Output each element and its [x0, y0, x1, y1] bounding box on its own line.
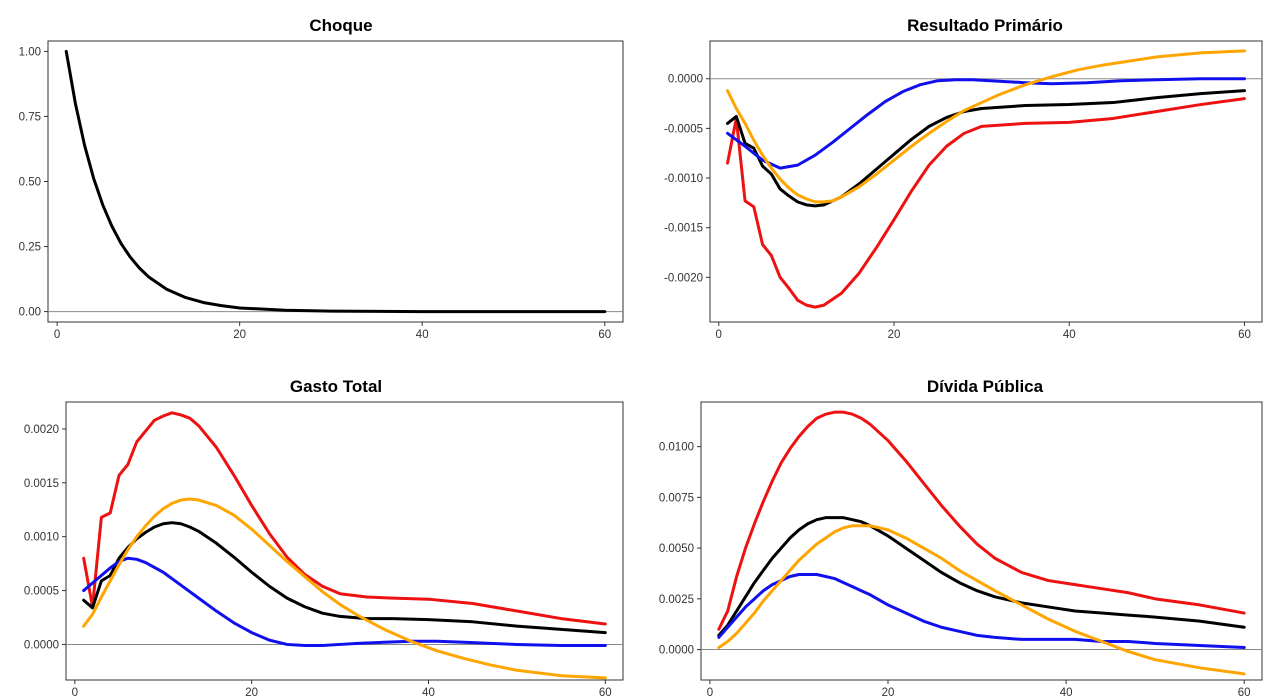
x-tick-label: 40: [422, 687, 435, 699]
y-tick-label: 0.0000: [668, 74, 703, 86]
series-line-black: [82, 521, 607, 635]
y-tick-label: 0.0010: [24, 532, 59, 544]
panel-gasto-total: Gasto Total 0 20 40 60 0.0000 0.0005 0.0010 0.…: [24, 377, 624, 699]
y-tick-label: -0.0020: [664, 272, 703, 284]
y-tick-label: 0.0005: [24, 586, 59, 598]
x-tick-label: 0: [54, 329, 60, 341]
x-tick-label: 0: [716, 329, 722, 341]
y-tick-label: 0.0100: [659, 442, 694, 454]
y-tick-label: 0.25: [19, 242, 41, 254]
plot-frame: [700, 401, 1263, 681]
y-tick-label: 0.0000: [659, 645, 694, 657]
x-tick-label: 40: [1060, 687, 1073, 699]
x-tick-label: 60: [1238, 687, 1251, 699]
series-line-blue: [726, 77, 1246, 170]
y-tick-label: -0.0005: [664, 123, 703, 135]
plot-frame: [65, 401, 624, 681]
x-tick-label: 20: [888, 329, 901, 341]
series-line-blue: [82, 556, 607, 648]
y-tick-label: 0.50: [19, 177, 41, 189]
y-tick-label: 0.0020: [24, 424, 59, 436]
y-tick-label: 0.0050: [659, 543, 694, 555]
series-line-blue: [717, 572, 1246, 650]
y-tick-label: -0.0015: [664, 223, 703, 235]
y-tick-label: 0.0075: [659, 492, 694, 504]
x-tick-label: 20: [882, 687, 895, 699]
panel-title: Resultado Primário: [907, 16, 1063, 35]
series-line-orange: [82, 497, 607, 680]
panel-resultado-primario: Resultado Primário 0 20 40 60 -0.0020 -0.001…: [664, 16, 1263, 341]
y-tick-label: 0.75: [19, 111, 41, 123]
x-tick-label: 60: [598, 329, 611, 341]
y-tick-label: 1.00: [19, 46, 41, 58]
y-tick-label: 0.0025: [659, 594, 694, 606]
panel-choque: Choque 0 20 40 60 0.00 0.25 0.50 0.75 1.00: [19, 16, 624, 341]
x-tick-label: 20: [233, 329, 246, 341]
x-tick-label: 40: [1063, 329, 1076, 341]
plot-frame: [709, 40, 1263, 323]
series-line-black: [64, 49, 607, 314]
series-line-orange: [717, 524, 1246, 676]
series-line-red: [726, 97, 1246, 309]
panel-title: Dívida Pública: [927, 377, 1044, 396]
y-tick-label: -0.0010: [664, 173, 703, 185]
x-tick-label: 0: [72, 687, 78, 699]
x-tick-label: 0: [707, 687, 713, 699]
x-tick-label: 60: [1238, 329, 1251, 341]
y-tick-label: 0.0000: [24, 639, 59, 651]
y-tick-label: 0.0015: [24, 478, 59, 490]
panel-title: Choque: [309, 16, 372, 35]
series-line-orange: [726, 49, 1246, 204]
x-tick-label: 20: [245, 687, 258, 699]
series-line-red: [82, 411, 607, 626]
x-tick-label: 40: [416, 329, 429, 341]
y-tick-label: 0.00: [19, 307, 41, 319]
series-line-black: [726, 89, 1246, 208]
series-line-red: [717, 410, 1246, 631]
plot-frame: [47, 40, 624, 323]
panel-title: Gasto Total: [290, 377, 382, 396]
x-tick-label: 60: [599, 687, 612, 699]
series-line-black: [717, 516, 1246, 637]
panel-divida-publica: Dívida Pública 0 20 40 60 0.0000 0.0025 0.005…: [659, 377, 1263, 699]
